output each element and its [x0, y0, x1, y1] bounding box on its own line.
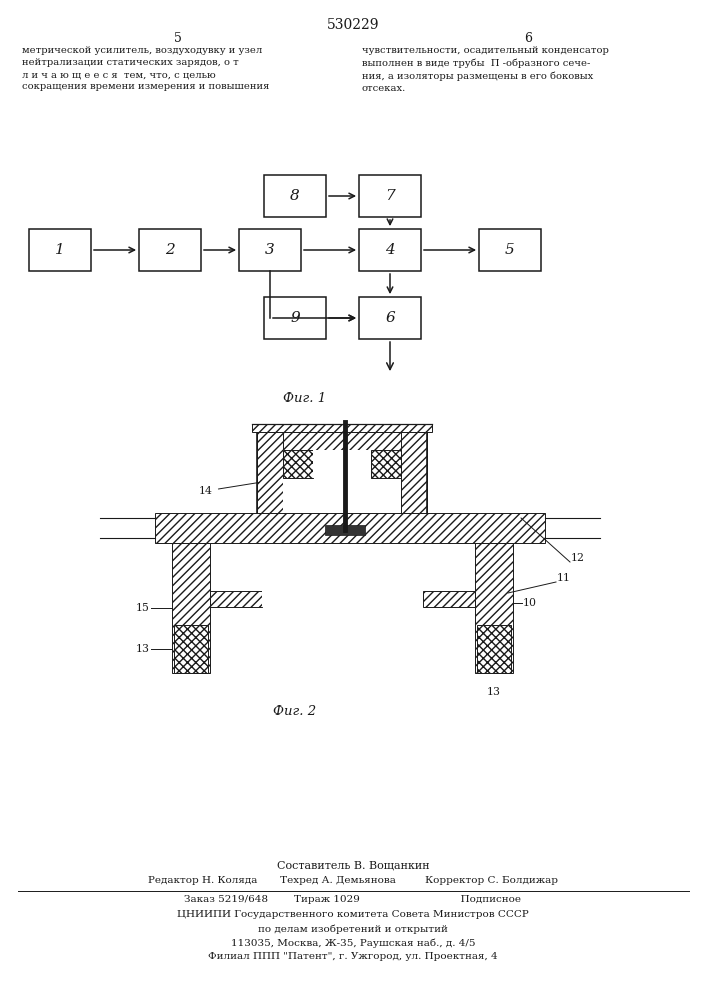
Text: 113035, Москва, Ж-35, Раушская наб., д. 4/5: 113035, Москва, Ж-35, Раушская наб., д. … — [230, 938, 475, 948]
Text: Фиг. 2: Фиг. 2 — [274, 705, 317, 718]
Text: 15: 15 — [136, 603, 150, 613]
Bar — [477, 625, 511, 673]
Text: 6: 6 — [524, 32, 532, 45]
Bar — [155, 513, 545, 543]
Bar — [257, 432, 283, 514]
Text: 8: 8 — [290, 189, 300, 203]
Bar — [262, 591, 423, 607]
Text: 1: 1 — [55, 243, 65, 257]
Bar — [172, 543, 210, 673]
Bar — [257, 432, 427, 450]
Text: по делам изобретений и открытий: по делам изобретений и открытий — [258, 924, 448, 934]
Bar — [283, 450, 313, 478]
Bar — [174, 625, 208, 673]
Text: 9: 9 — [290, 311, 300, 325]
Text: 13: 13 — [136, 644, 150, 654]
Bar — [283, 450, 401, 514]
Bar — [423, 591, 475, 607]
Text: 14: 14 — [199, 482, 259, 496]
Bar — [359, 297, 421, 339]
Text: чувствительности, осадительный конденсатор
выполнен в виде трубы  П -образного с: чувствительности, осадительный конденсат… — [362, 46, 609, 93]
Text: 5: 5 — [174, 32, 182, 45]
Bar — [371, 450, 401, 478]
Text: 10: 10 — [523, 598, 537, 608]
Text: Редактор Н. Коляда       Техред А. Демьянова         Корректор С. Болдижар: Редактор Н. Коляда Техред А. Демьянова К… — [148, 876, 558, 885]
Bar — [29, 229, 91, 271]
Bar — [475, 543, 513, 673]
Bar — [139, 229, 201, 271]
Bar — [257, 432, 427, 514]
Text: 2: 2 — [165, 243, 175, 257]
Text: ЦНИИПИ Государственного комитета Совета Министров СССР: ЦНИИПИ Государственного комитета Совета … — [177, 910, 529, 919]
Text: Фиг. 1: Фиг. 1 — [284, 392, 327, 405]
Text: Филиал ППП "Патент", г. Ужгород, ул. Проектная, 4: Филиал ППП "Патент", г. Ужгород, ул. Про… — [208, 952, 498, 961]
Bar — [210, 591, 262, 607]
Text: Составитель В. Вощанкин: Составитель В. Вощанкин — [276, 860, 429, 870]
Text: Заказ 5219/648        Тираж 1029                               Подписное: Заказ 5219/648 Тираж 1029 Подписное — [185, 895, 522, 904]
Bar — [359, 229, 421, 271]
Text: 530229: 530229 — [327, 18, 379, 32]
Bar — [313, 450, 371, 478]
Bar — [252, 424, 432, 432]
Bar — [325, 525, 365, 535]
Text: 13: 13 — [487, 687, 501, 697]
Text: метрической усилитель, воздуходувку и узел
нейтрализации статических зарядов, о : метрической усилитель, воздуходувку и уз… — [22, 46, 269, 91]
Text: 5: 5 — [505, 243, 515, 257]
Text: 6: 6 — [385, 311, 395, 325]
Text: 7: 7 — [385, 189, 395, 203]
Text: 3: 3 — [265, 243, 275, 257]
Bar — [359, 175, 421, 217]
Bar — [401, 432, 427, 514]
Bar — [264, 297, 326, 339]
Bar — [479, 229, 541, 271]
Text: 4: 4 — [385, 243, 395, 257]
Text: 12: 12 — [571, 553, 585, 563]
Text: 11: 11 — [557, 573, 571, 583]
Bar — [239, 229, 301, 271]
Bar — [264, 175, 326, 217]
